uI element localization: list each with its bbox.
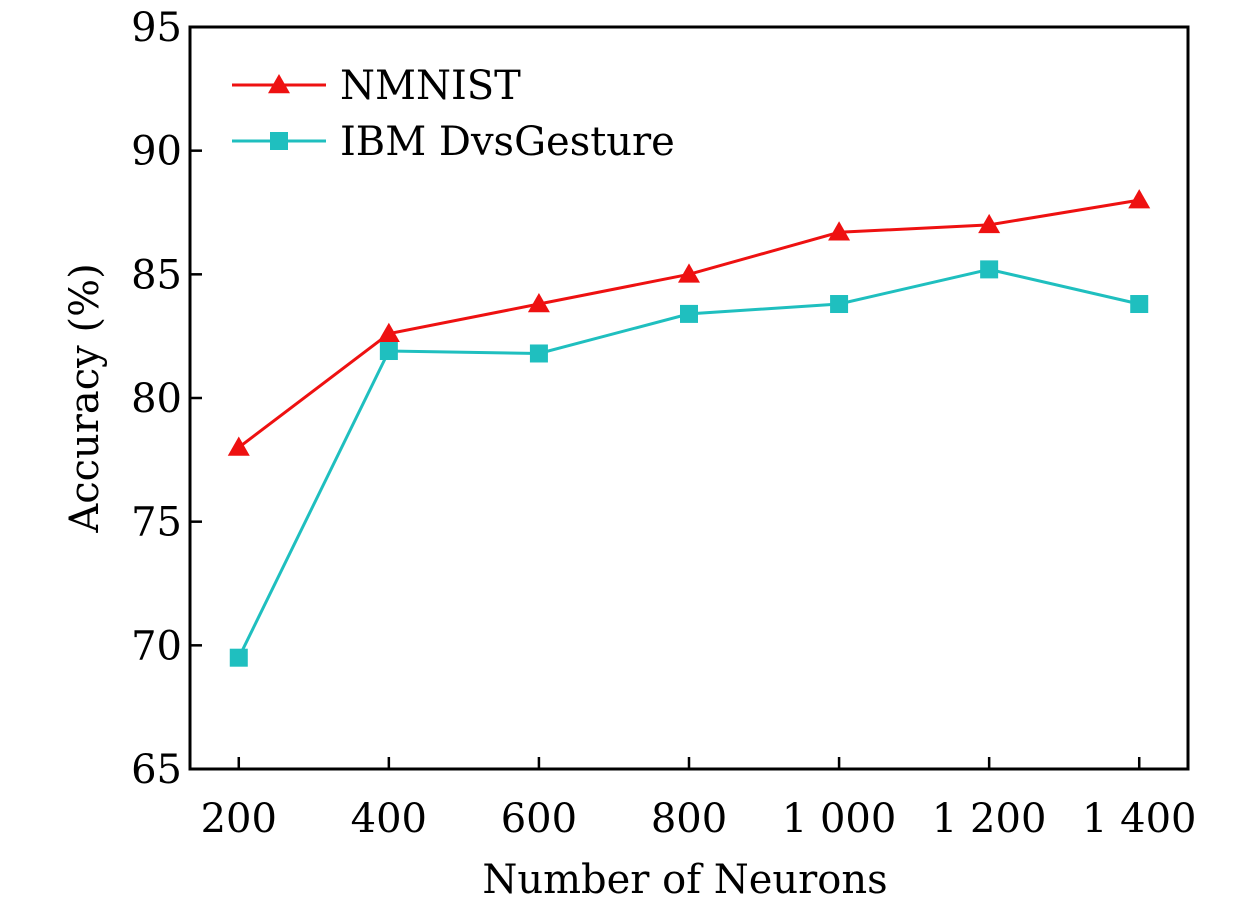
data-point <box>379 342 398 361</box>
x-tick-label: 1 400 <box>1082 796 1197 842</box>
x-tick-label: 800 <box>651 796 727 842</box>
legend-label: NMNIST <box>340 63 521 109</box>
legend-label: IBM DvsGesture <box>340 119 675 165</box>
y-tick-label: 80 <box>131 376 182 422</box>
y-tick-label: 65 <box>131 747 182 793</box>
x-tick-label: 200 <box>201 796 277 842</box>
x-tick-label: 1 000 <box>782 796 897 842</box>
x-tick-label: 400 <box>351 796 427 842</box>
y-tick-label: 70 <box>131 623 182 669</box>
data-point <box>978 213 1001 234</box>
data-point <box>830 295 849 314</box>
data-point <box>377 322 400 342</box>
y-tick-label: 95 <box>131 5 182 51</box>
data-point <box>227 436 250 456</box>
data-point <box>229 648 248 667</box>
legend-entry: NMNIST <box>232 63 521 109</box>
data-point <box>680 304 698 323</box>
data-point <box>1130 295 1149 314</box>
legend-marker <box>270 132 288 150</box>
y-tick-label: 75 <box>131 500 182 546</box>
x-tick-label: 600 <box>501 796 577 842</box>
x-axis-title: Number of Neurons <box>482 857 887 903</box>
legend-entry: IBM DvsGesture <box>232 119 675 165</box>
x-axis: 200 400 600 800 1 000 1 200 1 400 <box>201 757 1197 842</box>
x-tick-label: 1 200 <box>932 796 1047 842</box>
y-axis-title: Accuracy (%) <box>62 263 108 533</box>
data-point <box>828 221 851 241</box>
series-line <box>237 267 1140 659</box>
data-point <box>529 344 548 363</box>
data-point <box>980 260 999 279</box>
data-point <box>1128 189 1151 209</box>
y-tick-label: 85 <box>131 252 182 298</box>
series-layer <box>227 189 1151 667</box>
data-point <box>678 263 700 283</box>
y-tick-label: 90 <box>131 129 182 175</box>
series-line <box>237 198 1140 449</box>
legend-marker <box>268 74 290 94</box>
data-point <box>527 293 550 313</box>
series-1 <box>227 189 1151 456</box>
series-2 <box>229 260 1149 667</box>
y-axis: 65 70 75 80 85 90 95 <box>131 5 202 793</box>
legend: NMNIST IBM DvsGesture <box>232 63 675 165</box>
